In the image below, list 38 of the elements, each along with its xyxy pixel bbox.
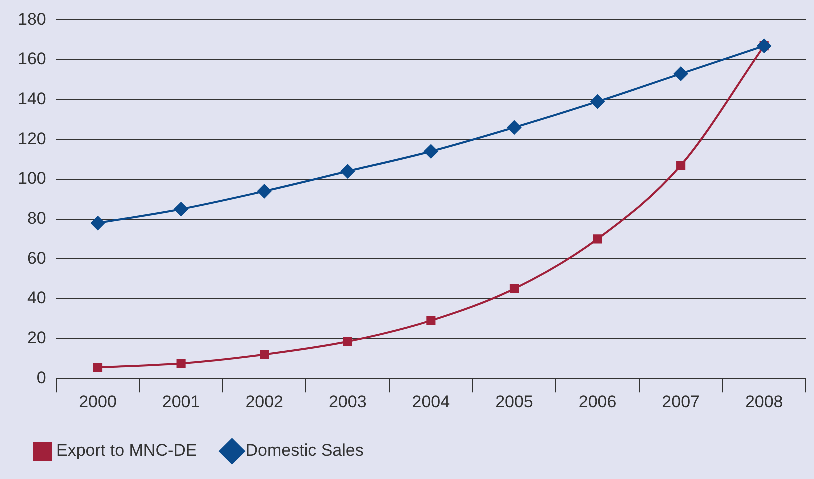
point (176, 359, 186, 368)
point (424, 144, 438, 159)
y-tick-label: 180 (18, 10, 46, 29)
x-tick-label: 2007 (662, 392, 700, 412)
y-tick-label: 0 (36, 368, 46, 388)
point (593, 234, 602, 244)
x-tick-label: 2002 (246, 392, 284, 412)
point (507, 120, 522, 135)
point (676, 161, 686, 170)
y-tick-label: 20 (27, 328, 46, 348)
point (174, 202, 188, 216)
point (426, 316, 436, 326)
point (590, 94, 605, 109)
y-tick-label: 40 (27, 288, 46, 308)
x-tick-label: 2006 (578, 392, 617, 412)
point (510, 284, 520, 294)
point (258, 184, 272, 198)
y-tick-label: 100 (18, 169, 46, 188)
x-tick-label: 2001 (162, 392, 200, 412)
point (260, 350, 270, 360)
x-tick-label: 2008 (745, 392, 784, 412)
point (340, 164, 355, 179)
x-tick-label: 2004 (412, 392, 450, 412)
x-tick-label: 2003 (328, 392, 367, 412)
legend-label: Domestic Sales (246, 441, 364, 460)
point (91, 216, 106, 230)
point (757, 39, 772, 54)
y-tick-label: 80 (27, 209, 46, 228)
y-tick-label: 160 (18, 50, 46, 69)
legend-label: Export to MNC-DE (56, 441, 198, 460)
x-tick-label: 2000 (79, 392, 117, 412)
x-tick-label: 2005 (496, 392, 534, 412)
point (93, 363, 103, 372)
y-tick-label: 120 (18, 129, 46, 148)
y-tick-label: 60 (27, 248, 46, 268)
y-tick-label: 140 (18, 90, 46, 109)
point (674, 66, 688, 81)
point (343, 337, 352, 346)
